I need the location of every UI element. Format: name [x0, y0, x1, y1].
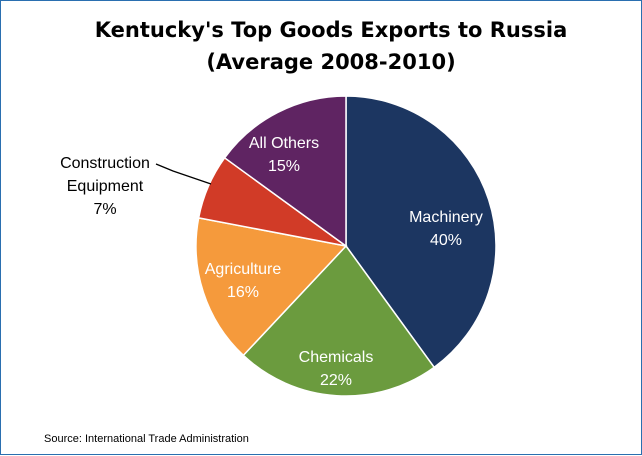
label-machinery-name: Machinery	[409, 209, 483, 226]
label-machinery-value: 40%	[430, 232, 462, 249]
slice-all-others	[223, 95, 347, 248]
label-agriculture-value: 16%	[227, 284, 259, 301]
construction-leader-line	[155, 163, 212, 185]
slice-agriculture	[195, 217, 348, 357]
label-all-others-value: 15%	[268, 158, 300, 175]
slice-chemicals	[242, 244, 436, 397]
label-construction-equipment-value: 7%	[93, 201, 116, 218]
chart-title-line-1: Kentucky's Top Goods Exports to Russia	[95, 18, 568, 42]
label-agriculture-name: Agriculture	[205, 261, 282, 278]
label-all-others-name: All Others	[249, 135, 319, 152]
pie-labels: Machinery 40% Chemicals 22% Agriculture 16% Co…	[60, 135, 483, 389]
pie-slices	[195, 95, 497, 397]
chart-title-line-2: (Average 2008-2010)	[206, 50, 455, 74]
label-chemicals-value: 22%	[320, 372, 352, 389]
source-note: Source: International Trade Administrati…	[44, 433, 249, 445]
label-construction-equipment-name: Equipment	[67, 178, 144, 195]
label-chemicals-name: Chemicals	[299, 349, 374, 366]
slice-machinery	[345, 95, 497, 369]
label-construction-equipment-name: Construction	[60, 155, 150, 172]
